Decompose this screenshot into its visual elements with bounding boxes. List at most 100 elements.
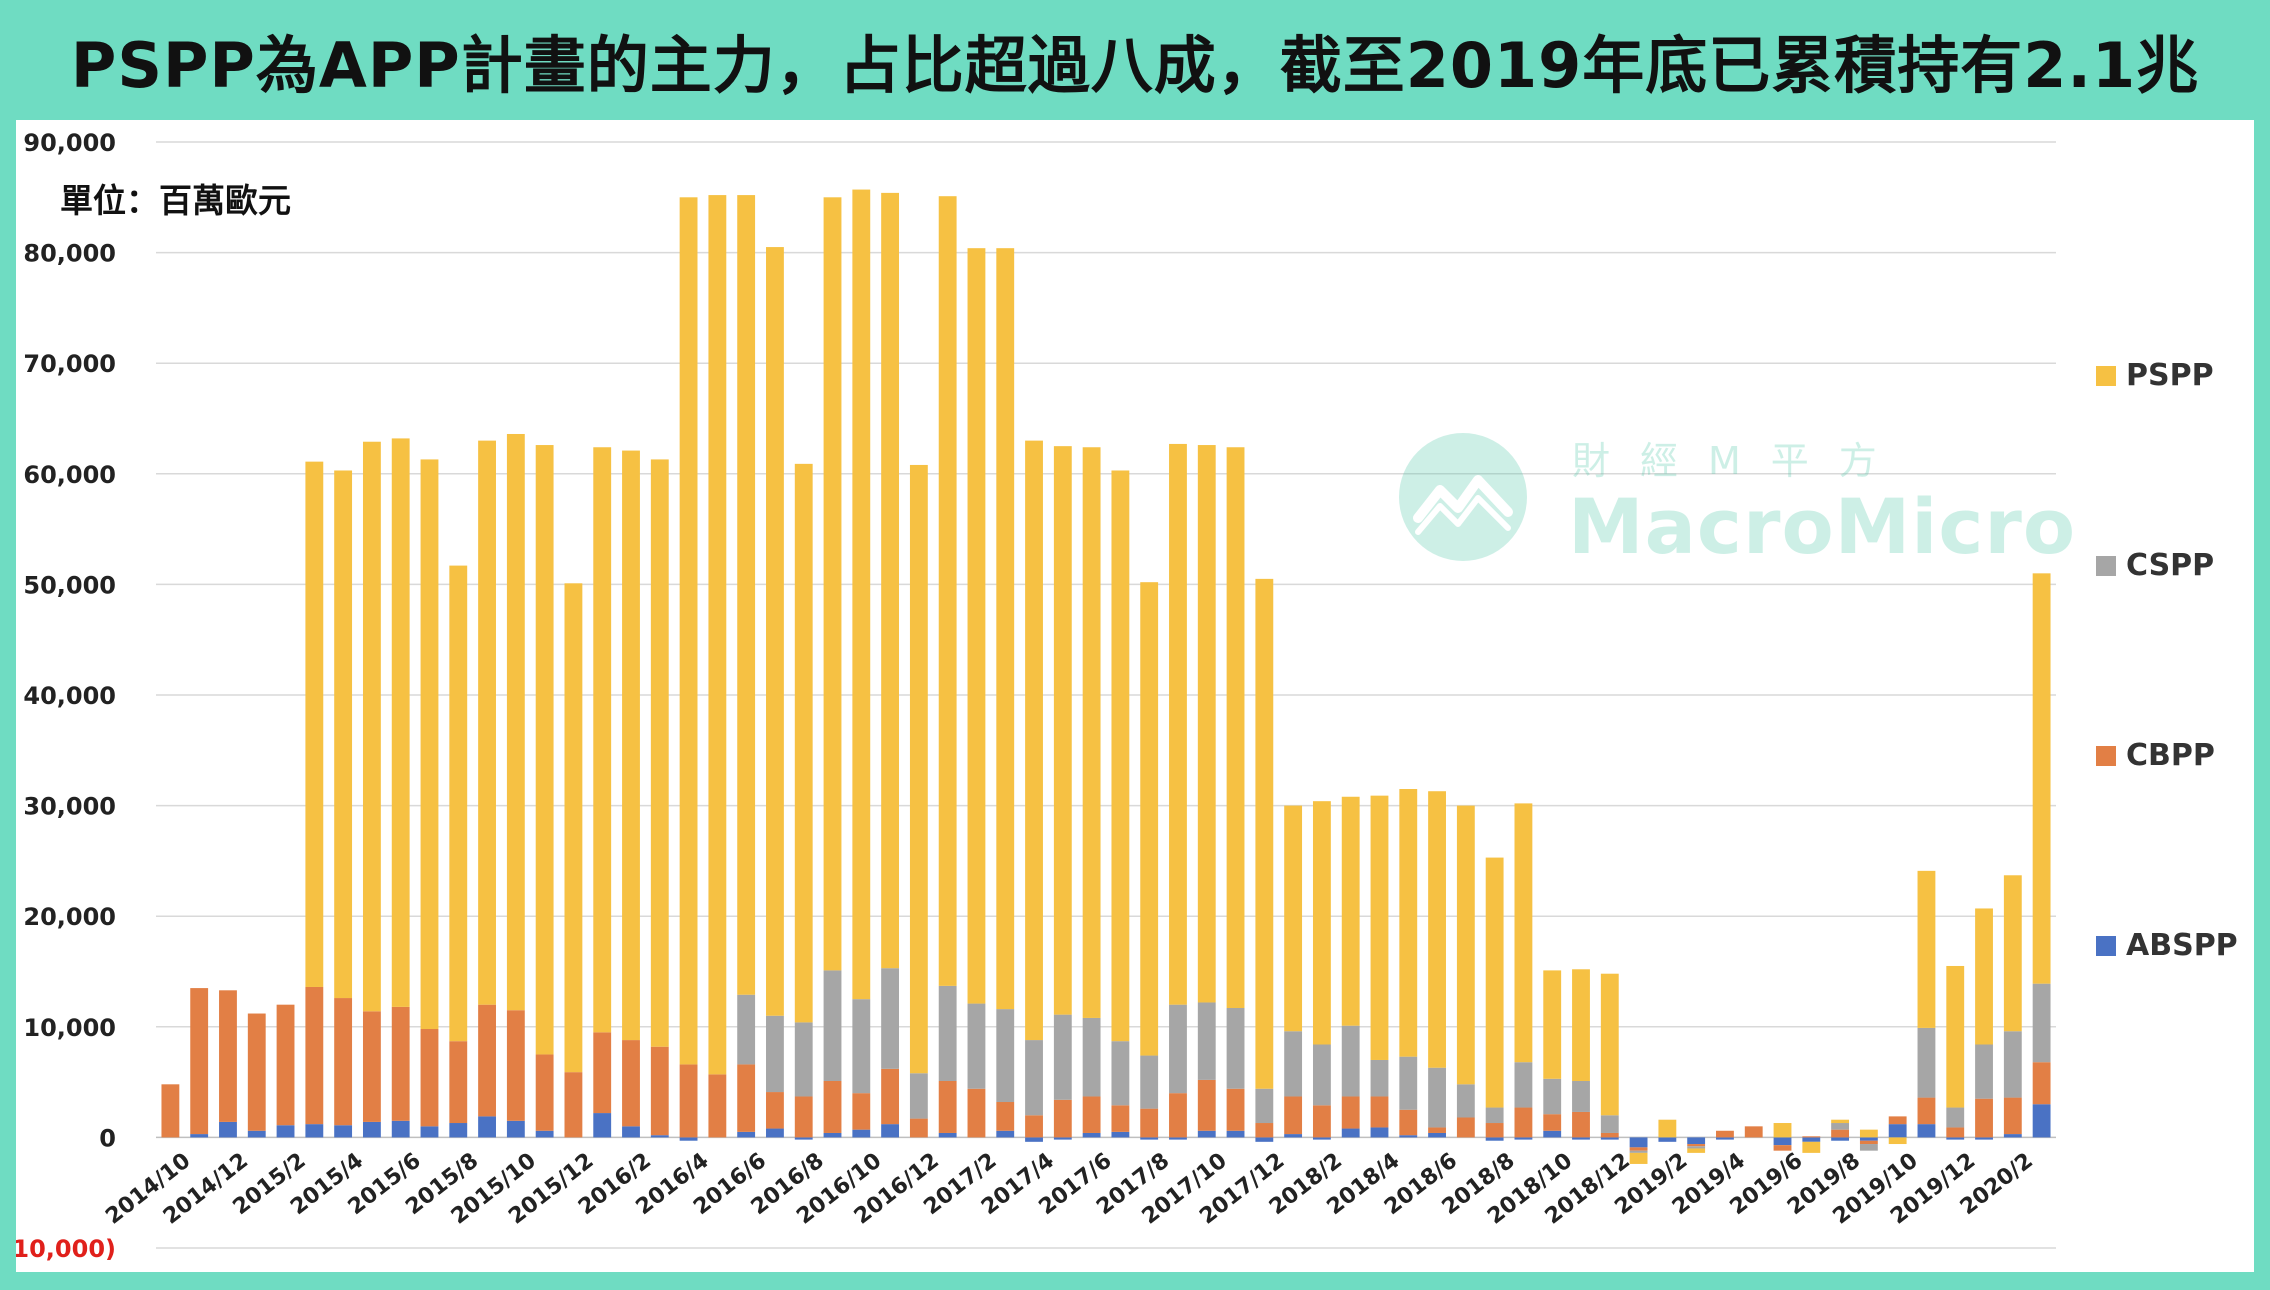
bar-cbpp <box>1888 1116 1907 1125</box>
bar-pspp <box>1456 805 1475 1085</box>
gridlines <box>156 141 2056 1249</box>
bar-cspp <box>1111 1041 1130 1106</box>
bar-cbpp <box>593 1032 612 1114</box>
bar-abspp <box>449 1123 468 1138</box>
bar-pspp <box>737 195 756 995</box>
bar-cbpp <box>1341 1096 1360 1129</box>
bar-abspp <box>1831 1137 1850 1141</box>
bar-abspp <box>362 1121 381 1138</box>
bar-abspp <box>1111 1131 1130 1138</box>
bar-abspp <box>593 1113 612 1138</box>
bar-abspp <box>938 1132 957 1138</box>
bar-cbpp <box>1255 1123 1274 1138</box>
bar-cbpp <box>967 1088 986 1138</box>
bar-pspp <box>506 433 525 1011</box>
legend-label: PSPP <box>2126 358 2214 393</box>
bar-abspp <box>190 1134 209 1138</box>
bar-abspp <box>1629 1137 1648 1148</box>
legend-label: CBPP <box>2126 738 2215 773</box>
bar-cspp <box>1082 1017 1101 1097</box>
bar-cbpp <box>420 1029 439 1127</box>
bar-cspp <box>1140 1055 1159 1109</box>
bar-cbpp <box>823 1080 842 1133</box>
bar-cbpp <box>334 998 353 1126</box>
bar-cspp <box>1226 1007 1245 1089</box>
bar-cbpp <box>1053 1099 1072 1138</box>
bar-abspp <box>1716 1137 1734 1140</box>
y-tick-label: 20,000 <box>23 903 116 931</box>
bar-cbpp <box>1572 1111 1590 1138</box>
bar-pspp <box>1169 443 1187 1005</box>
bar-pspp <box>1341 796 1360 1026</box>
bar-abspp <box>1859 1137 1878 1141</box>
bar-cbpp <box>1687 1144 1706 1147</box>
bar-pspp <box>650 459 669 1047</box>
bar-cspp <box>2032 983 2051 1063</box>
bar-cspp <box>909 1073 928 1119</box>
bar-cbpp <box>1025 1115 1043 1138</box>
y-tick-label: 10,000 <box>23 1014 116 1042</box>
bar-cbpp <box>881 1068 900 1125</box>
bar-cbpp <box>1082 1096 1101 1133</box>
bar-abspp <box>1284 1134 1303 1138</box>
bar-pspp <box>1226 447 1245 1008</box>
bar-abspp <box>305 1124 324 1138</box>
bar-abspp <box>1197 1130 1216 1138</box>
bar-cspp <box>1197 1002 1216 1080</box>
bar-abspp <box>2032 1104 2051 1138</box>
bar-cspp <box>881 968 900 1069</box>
bar-cbpp <box>996 1102 1015 1131</box>
bar-cbpp <box>1600 1132 1619 1138</box>
bar-abspp <box>1485 1137 1504 1141</box>
bar-abspp <box>1975 1137 1993 1140</box>
chart-title: PSPP為APP計畫的主力，占比超過八成，截至2019年底已累積持有2.1兆 <box>70 29 2200 102</box>
bar-cbpp <box>1975 1098 1993 1138</box>
bar-cspp <box>2003 1031 2022 1098</box>
bar-pspp <box>1399 789 1418 1057</box>
bar-abspp <box>334 1125 353 1138</box>
bar-cbpp <box>1946 1127 1965 1138</box>
bar-cbpp <box>2032 1062 2051 1105</box>
bar-cbpp <box>247 1013 266 1131</box>
y-axis: 90,000 80,000 70,000 60,000 50,000 40,000 30,0… <box>16 129 116 1263</box>
bar-pspp <box>1831 1119 1850 1124</box>
bar-cbpp <box>1456 1117 1475 1138</box>
bar-abspp <box>2003 1134 2022 1138</box>
bar-cbpp <box>1370 1096 1389 1128</box>
bar-pspp <box>1082 447 1101 1018</box>
bar-cbpp <box>564 1072 583 1138</box>
bar-abspp <box>1312 1137 1331 1140</box>
bar-cbpp <box>1802 1136 1821 1138</box>
bar-pspp <box>535 445 554 1055</box>
bar-cbpp <box>1312 1105 1331 1138</box>
bar-abspp <box>276 1125 295 1138</box>
bar-abspp <box>535 1130 554 1138</box>
bar-cbpp <box>1399 1109 1418 1136</box>
bar-cspp <box>1456 1084 1475 1118</box>
bar-cbpp <box>766 1092 784 1129</box>
bar-cbpp <box>1744 1126 1763 1138</box>
stacked-bar-chart: 90,000 80,000 70,000 60,000 50,000 40,000 30,0… <box>16 129 2056 1263</box>
legend-item-pspp: PSPP <box>2096 358 2214 393</box>
legend-swatch <box>2096 935 2116 956</box>
bar-cbpp <box>650 1046 669 1136</box>
bar-cspp <box>1859 1144 1878 1151</box>
bar-pspp <box>334 470 353 999</box>
legend-item-cbpp: CBPP <box>2096 738 2215 773</box>
bar-abspp <box>1341 1128 1360 1138</box>
bar-abspp <box>247 1130 266 1138</box>
bar-abspp <box>1543 1130 1562 1138</box>
bar-pspp <box>391 438 410 1007</box>
y-tick-label: 40,000 <box>23 682 116 710</box>
bar-pspp <box>1572 969 1590 1081</box>
y-tick-label: 30,000 <box>23 793 116 821</box>
bar-abspp <box>823 1132 842 1138</box>
bar-cbpp <box>506 1010 525 1121</box>
x-axis: 2014/102014/122015/22015/42015/62015/820… <box>101 1148 2038 1229</box>
bar-cbpp <box>1831 1129 1850 1138</box>
bar-cbpp <box>1917 1097 1936 1125</box>
bar-abspp <box>1025 1137 1043 1142</box>
bar-abspp <box>852 1129 871 1138</box>
bar-pspp <box>852 189 871 1000</box>
bar-pspp <box>1284 805 1303 1032</box>
